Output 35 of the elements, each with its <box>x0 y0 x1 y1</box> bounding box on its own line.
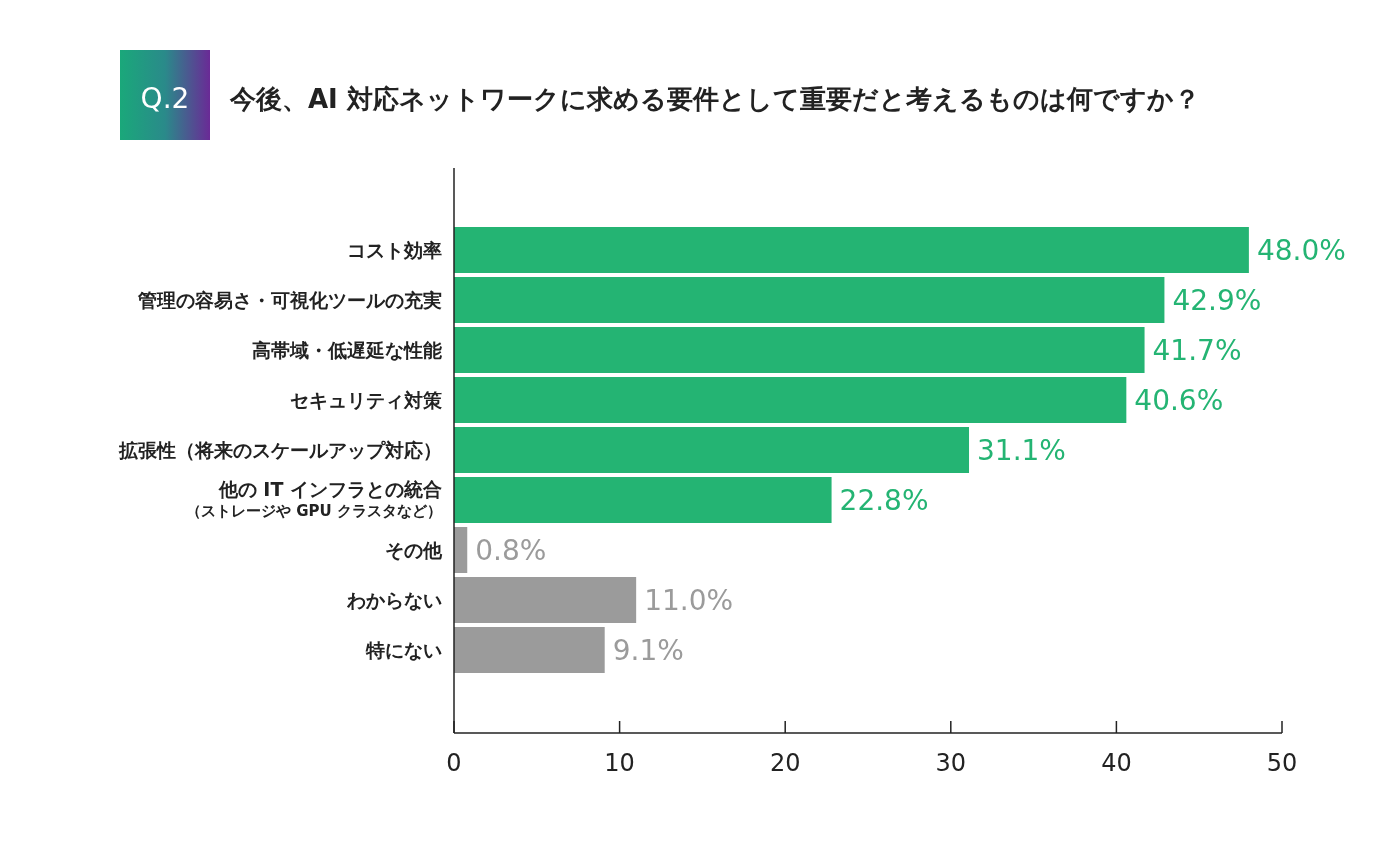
bar <box>454 327 1145 373</box>
y-tick-label: その他 <box>385 539 443 561</box>
bar <box>454 377 1127 423</box>
data-label: 22.8% <box>839 484 929 517</box>
text: Q.2 <box>140 82 190 115</box>
y-tick-label: 拡張性（将来のスケールアップ対応） <box>118 439 442 461</box>
bar <box>454 427 970 473</box>
data-label: 40.6% <box>1134 384 1224 417</box>
bar <box>454 477 832 523</box>
y-tick-label: 特にない <box>365 639 442 661</box>
x-tick-label: 10 <box>604 749 635 777</box>
x-tick-label: 20 <box>769 749 801 777</box>
data-label: 11.0% <box>644 584 734 617</box>
x-tick-label: 30 <box>935 749 967 777</box>
x-tick-label: 40 <box>1101 749 1132 777</box>
y-tick-label: 管理の容易さ・可視化ツールの充実 <box>137 289 442 311</box>
y-tick-label: わからない <box>346 589 442 611</box>
x-tick-label: 0 <box>446 749 462 777</box>
data-label: 31.1% <box>977 434 1066 467</box>
data-label: 41.7% <box>1152 334 1242 367</box>
bar <box>454 227 1249 273</box>
y-tick-label: 高帯域・低遅延な性能 <box>252 339 442 361</box>
bar <box>454 277 1165 323</box>
bar <box>454 577 637 623</box>
y-tick-label: コスト効率 <box>347 239 442 261</box>
data-label: 9.1% <box>612 634 684 667</box>
data-label: 42.9% <box>1172 284 1262 317</box>
x-tick-label: 50 <box>1266 749 1298 777</box>
y-tick-label: セキュリティ対策 <box>290 389 442 411</box>
data-label: 48.0% <box>1256 234 1346 267</box>
y-tick-label: 他の IT インフラとの統合（ストレージや GPU クラスタなど） <box>186 478 442 520</box>
data-label: 0.8% <box>475 534 547 567</box>
chart-title: 今後、AI 対応ネットワークに求める要件として重要だと考えるものは何ですか？ <box>229 84 1200 114</box>
bar <box>454 627 605 673</box>
bar <box>454 527 468 573</box>
